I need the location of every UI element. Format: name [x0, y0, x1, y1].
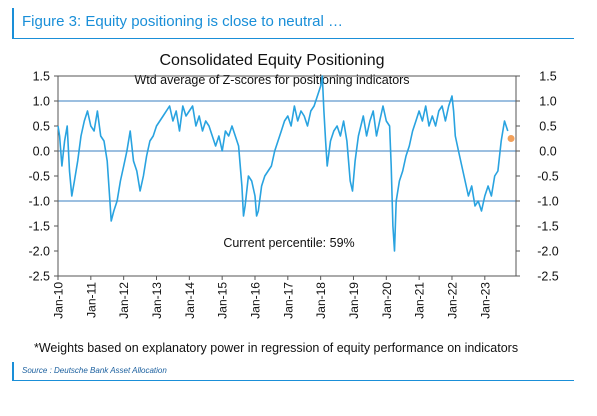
- x-tick-label: Jan-23: [478, 282, 492, 319]
- y-left-tick-label: -0.5: [28, 170, 50, 184]
- y-left-tick-label: 1.0: [33, 95, 50, 109]
- x-tick-label: Jan-15: [216, 282, 230, 319]
- figure-footer: [12, 362, 574, 381]
- y-left-tick-label: -2.0: [28, 245, 50, 259]
- y-axis-right: 1.5 1.0 0.5 0.0 -0.5 -1.0 -1.5 -2.0 -2.5: [516, 70, 559, 284]
- footnote: *Weights based on explanatory power in r…: [34, 341, 519, 355]
- x-tick-label: Jan-13: [150, 282, 164, 319]
- figure-title: Figure 3: Equity positioning is close to…: [22, 13, 343, 30]
- y-right-tick-label: -1.0: [537, 195, 559, 209]
- y-left-tick-label: -2.5: [28, 270, 50, 284]
- chart-subtitle: Wtd average of Z-scores for positioning …: [134, 73, 409, 87]
- x-axis: Jan-10 Jan-11 Jan-12 Jan-13 Jan-14 Jan-15 Jan-…: [52, 276, 492, 319]
- x-tick-label: Jan-18: [314, 282, 328, 319]
- y-right-tick-label: 0.5: [539, 120, 556, 134]
- source-note: Source : Deutsche Bank Asset Allocation: [22, 366, 167, 375]
- y-right-tick-label: 1.5: [539, 70, 556, 84]
- y-left-tick-label: 1.5: [33, 70, 50, 84]
- annotation-current-percentile: Current percentile: 59%: [223, 236, 354, 250]
- y-left-tick-label: 0.0: [33, 145, 50, 159]
- y-left-tick-label: 0.5: [33, 120, 50, 134]
- series-line: [57, 75, 509, 252]
- y-left-tick-label: -1.0: [28, 195, 50, 209]
- figure-header: Figure 3: Equity positioning is close to…: [12, 8, 574, 39]
- x-tick-label: Jan-19: [347, 282, 361, 319]
- y-axis-left: 1.5 1.0 0.5 0.0 -0.5 -1.0 -1.5 -2.0 -2.5: [28, 70, 58, 284]
- x-tick-label: Jan-20: [380, 282, 394, 319]
- x-tick-label: Jan-16: [248, 282, 262, 319]
- x-tick-label: Jan-12: [117, 282, 131, 319]
- y-right-tick-label: -0.5: [537, 170, 559, 184]
- y-right-tick-label: -2.0: [537, 245, 559, 259]
- y-right-tick-label: -1.5: [537, 220, 559, 234]
- y-left-tick-label: -1.5: [28, 220, 50, 234]
- x-tick-label: Jan-14: [183, 282, 197, 319]
- y-right-tick-label: 1.0: [539, 95, 556, 109]
- x-tick-label: Jan-17: [281, 282, 295, 319]
- x-tick-label: Jan-11: [84, 282, 98, 318]
- x-tick-label: Jan-21: [413, 282, 427, 319]
- y-right-tick-label: -2.5: [537, 270, 559, 284]
- current-point-marker: [507, 135, 515, 142]
- y-right-tick-label: 0.0: [539, 145, 556, 159]
- chart-title: Consolidated Equity Positioning: [159, 52, 384, 69]
- x-tick-label: Jan-22: [445, 282, 459, 319]
- reference-lines: [58, 100, 516, 202]
- x-tick-label: Jan-10: [52, 282, 66, 319]
